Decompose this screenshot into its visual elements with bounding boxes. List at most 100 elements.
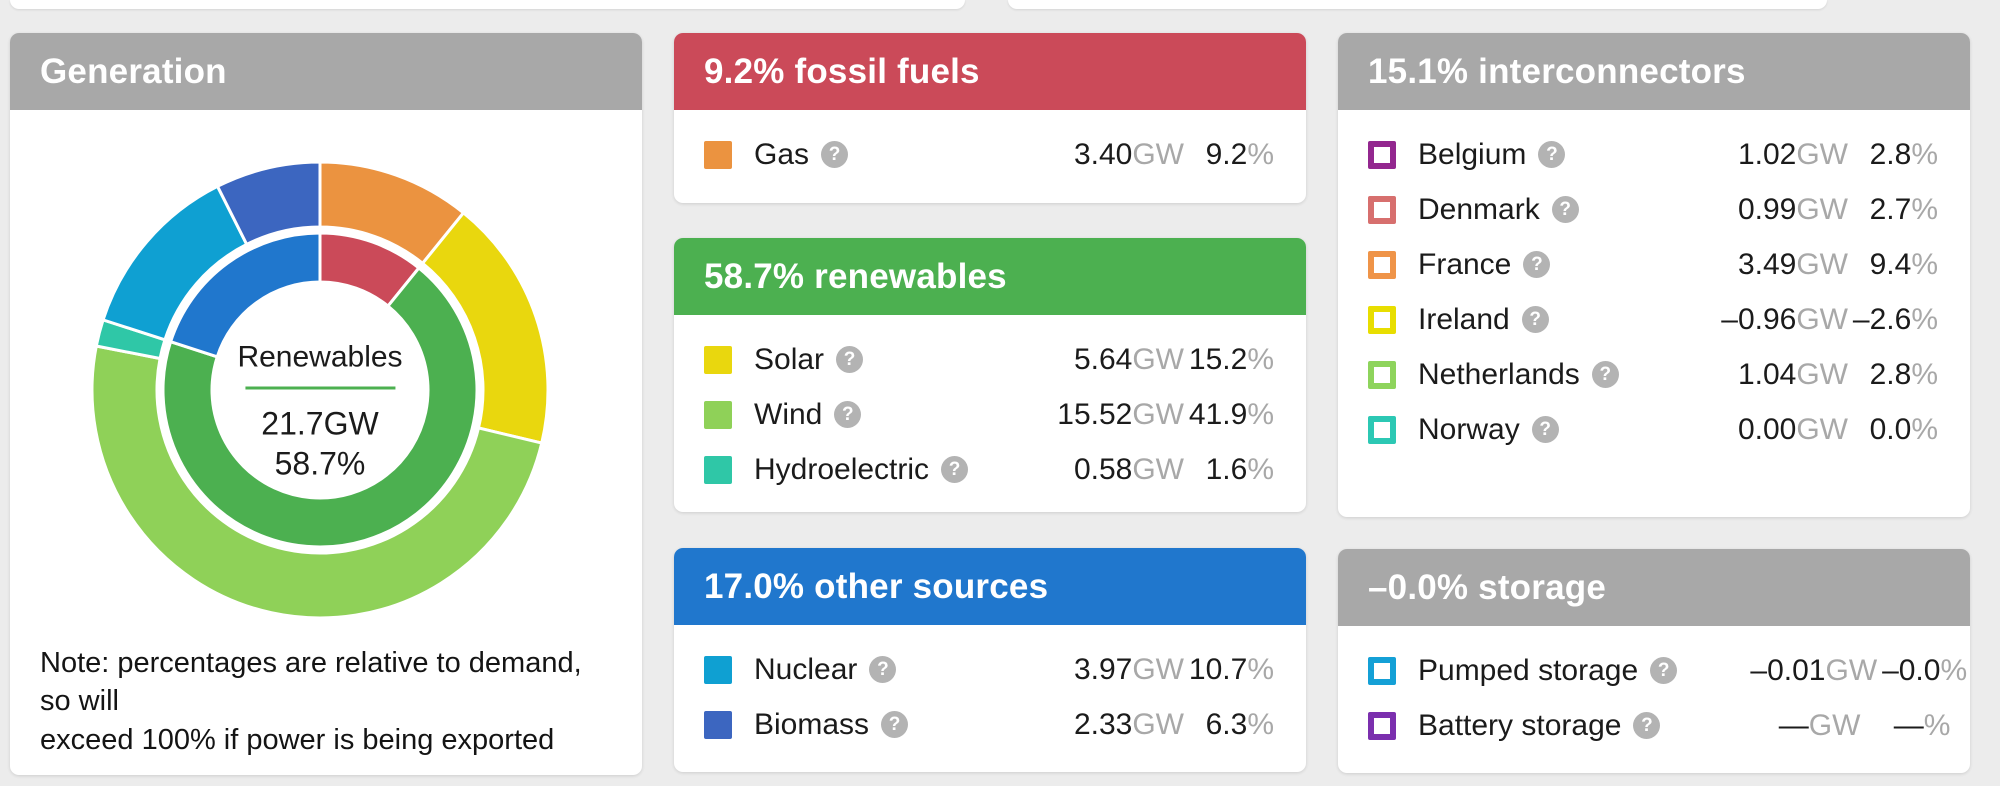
value-gw: –0.01GW: [1750, 653, 1878, 687]
donut-slice-wind: [90, 344, 544, 620]
fossil-fuels-panel: 9.2% fossil fuels Gas? 3.40GW 9.2%: [674, 33, 1306, 203]
legend-swatch: [1368, 140, 1396, 169]
source-row: Norway? 0.00GW 0.0%: [1338, 402, 1970, 457]
value-percent: —%: [1893, 708, 1951, 742]
source-label: Norway: [1418, 412, 1520, 446]
help-icon[interactable]: ?: [1523, 251, 1551, 278]
donut-slice-other-sources: [169, 231, 322, 359]
value-gw: 2.33GW: [1073, 707, 1184, 741]
interconnectors-rows: Belgium? 1.02GW 2.8% Denmark? 0.99GW 2.7% Fran…: [1338, 110, 1970, 457]
renewables-rows: Solar? 5.64GW 15.2% Wind? 15.52GW 41.9% Hydroe…: [674, 315, 1306, 497]
value-percent: 10.7%: [1188, 652, 1274, 686]
legend-swatch: [1368, 656, 1396, 685]
help-icon[interactable]: ?: [1551, 196, 1579, 223]
legend-swatch: [704, 140, 732, 169]
source-row: Pumped storage? –0.01GW –0.0%: [1338, 643, 1970, 698]
legend-swatch: [704, 345, 732, 374]
value-gw: 3.49GW: [1737, 247, 1848, 281]
source-row: Nuclear? 3.97GW 10.7%: [674, 642, 1306, 697]
donut-center-gw: 21.7GW: [261, 405, 379, 442]
help-icon[interactable]: ?: [941, 456, 969, 483]
value-percent: –0.0%: [1882, 653, 1968, 687]
value-percent: 2.8%: [1869, 357, 1938, 391]
value-percent: 9.2%: [1205, 137, 1274, 171]
value-percent: –2.6%: [1852, 302, 1938, 336]
card-above-right-edge: [1008, 0, 1827, 9]
value-gw: 5.64GW: [1073, 342, 1184, 376]
source-label: Pumped storage: [1418, 653, 1639, 687]
source-row: Battery storage? —GW —%: [1338, 698, 1970, 753]
generation-note: Note: percentages are relative to demand…: [40, 647, 582, 756]
fossil-fuels-header: 9.2% fossil fuels: [674, 33, 1306, 110]
help-icon[interactable]: ?: [1538, 141, 1566, 168]
other-sources-rows: Nuclear? 3.97GW 10.7% Biomass? 2.33GW 6.3%: [674, 625, 1306, 752]
help-icon[interactable]: ?: [821, 141, 849, 168]
source-label: Battery storage: [1418, 708, 1622, 742]
source-label: Gas: [754, 137, 810, 171]
value-gw: 3.40GW: [1073, 137, 1184, 171]
renewables-header: 58.7% renewables: [674, 238, 1306, 315]
legend-swatch: [704, 655, 732, 684]
legend-swatch: [1368, 195, 1396, 224]
source-label: Wind: [754, 397, 823, 431]
help-icon[interactable]: ?: [1650, 657, 1678, 684]
source-label: Netherlands: [1418, 357, 1580, 391]
source-row: Biomass? 2.33GW 6.3%: [674, 697, 1306, 752]
renewables-panel: 58.7% renewables Solar? 5.64GW 15.2% Wind? 1…: [674, 238, 1306, 512]
storage-rows: Pumped storage? –0.01GW –0.0% Battery stora…: [1338, 626, 1970, 753]
other-sources-panel: 17.0% other sources Nuclear? 3.97GW 10.7% B…: [674, 548, 1306, 772]
source-row: Gas? 3.40GW 9.2%: [674, 127, 1306, 182]
source-row: France? 3.49GW 9.4%: [1338, 237, 1970, 292]
value-gw: 3.97GW: [1073, 652, 1184, 686]
help-icon[interactable]: ?: [881, 711, 909, 738]
donut-center-title: Renewables: [237, 340, 403, 374]
donut-slice-renewables: [161, 266, 479, 549]
value-percent: 6.3%: [1205, 707, 1274, 741]
value-percent: 41.9%: [1188, 397, 1274, 431]
donut-center-label: Renewables 21.7GW 58.7%: [237, 341, 402, 484]
value-percent: 1.6%: [1205, 452, 1274, 486]
legend-swatch: [1368, 415, 1396, 444]
fossil-fuels-rows: Gas? 3.40GW 9.2%: [674, 110, 1306, 182]
help-icon[interactable]: ?: [1531, 416, 1559, 443]
value-gw: –0.96GW: [1721, 302, 1848, 336]
generation-panel: Generation Renewables 21.7GW 58.7% Note:…: [10, 33, 642, 775]
help-icon[interactable]: ?: [836, 346, 864, 373]
source-row: Denmark? 0.99GW 2.7%: [1338, 182, 1970, 237]
donut-center-percent: 58.7%: [274, 445, 366, 482]
legend-swatch: [704, 455, 732, 484]
legend-swatch: [1368, 305, 1396, 334]
legend-swatch: [1368, 250, 1396, 279]
help-icon[interactable]: ?: [1591, 361, 1619, 388]
source-row: Ireland? –0.96GW –2.6%: [1338, 292, 1970, 347]
source-label: Denmark: [1418, 192, 1540, 226]
donut-slice-biomass: [216, 160, 322, 246]
source-label: Belgium: [1418, 137, 1527, 171]
help-icon[interactable]: ?: [1521, 306, 1549, 333]
card-above-left-edge: [10, 0, 965, 9]
source-label: France: [1418, 247, 1512, 281]
legend-swatch: [704, 400, 732, 429]
generation-panel-header: Generation: [10, 33, 642, 110]
value-gw: 1.02GW: [1737, 137, 1848, 171]
help-icon[interactable]: ?: [834, 401, 862, 428]
interconnectors-header: 15.1% interconnectors: [1338, 33, 1970, 110]
source-label: Solar: [754, 342, 825, 376]
legend-swatch: [704, 710, 732, 739]
storage-header: –0.0% storage: [1338, 549, 1970, 626]
source-row: Hydroelectric? 0.58GW 1.6%: [674, 442, 1306, 497]
value-percent: 2.8%: [1869, 137, 1938, 171]
generation-chart-area: Renewables 21.7GW 58.7% Note: percentage…: [10, 110, 642, 775]
donut-center-divider: [244, 386, 395, 390]
source-row: Solar? 5.64GW 15.2%: [674, 332, 1306, 387]
generation-donut-chart: [90, 160, 550, 620]
help-icon[interactable]: ?: [869, 656, 897, 683]
source-row: Wind? 15.52GW 41.9%: [674, 387, 1306, 442]
help-icon[interactable]: ?: [1633, 712, 1661, 739]
value-percent: 15.2%: [1188, 342, 1274, 376]
value-gw: 0.99GW: [1737, 192, 1848, 226]
legend-swatch: [1368, 360, 1396, 389]
source-label: Hydroelectric: [754, 452, 930, 486]
other-sources-header: 17.0% other sources: [674, 548, 1306, 625]
value-gw: 1.04GW: [1737, 357, 1848, 391]
